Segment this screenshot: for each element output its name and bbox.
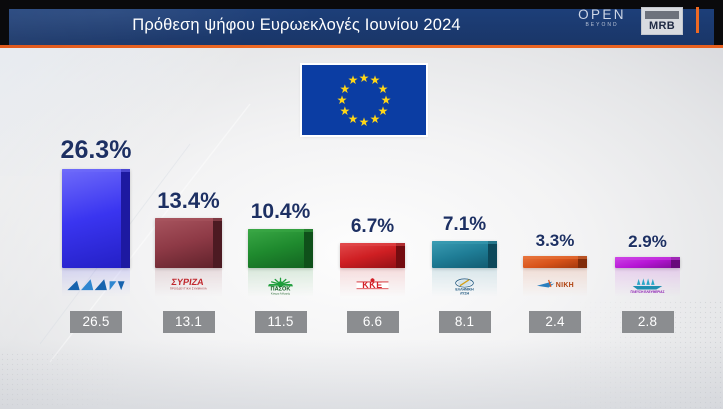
previous-value-box-pasok: 11.5 bbox=[254, 311, 307, 333]
top-letterbox-bar bbox=[0, 0, 723, 9]
svg-text:ΣΥΡΙΖΑ: ΣΥΡΙΖΑ bbox=[171, 277, 205, 287]
bar-side-face-elliniki-lysi bbox=[488, 241, 497, 268]
syriza-logo: ΣΥΡΙΖΑ ΠΡΟΟΔΕΥΤΙΚΗ ΣΥΜΜΑΧΙΑ bbox=[155, 271, 222, 305]
eu-flag-star: ★ bbox=[336, 92, 348, 107]
bar-elliniki-lysi[interactable] bbox=[432, 241, 497, 268]
svg-text:Κίνημα Αλλαγής: Κίνημα Αλλαγής bbox=[271, 291, 291, 295]
header-gloss bbox=[9, 9, 714, 45]
header-bar: Πρόθεση ψήφου Ευρωεκλογές Ιουνίου 2024 bbox=[9, 9, 714, 45]
elliniki-lysi-logo: ΕΛΛΗΝΙΚΗ ΛΥΣΗ bbox=[432, 271, 497, 305]
previous-value-box-kke: 6.6 bbox=[346, 311, 399, 333]
bar-top-face-niki bbox=[523, 256, 587, 259]
mrb-logo-bar bbox=[645, 11, 679, 19]
bar-percentage-label-pasok: 10.4% bbox=[250, 200, 311, 223]
bar-pasok[interactable] bbox=[248, 229, 313, 268]
bar-side-face-syriza bbox=[213, 218, 222, 268]
mrb-logo-text: MRB bbox=[649, 20, 675, 32]
svg-text:ΚΚΕ: ΚΚΕ bbox=[362, 280, 382, 290]
bar-top-face-syriza bbox=[155, 218, 222, 221]
bar-group-nd[interactable]: 26.3% 26.5 bbox=[60, 48, 132, 409]
bar-percentage-label-elliniki-lysi: 7.1% bbox=[442, 214, 487, 235]
eu-flag-star: ★ bbox=[339, 81, 351, 96]
bar-plefsi-eleftherias[interactable] bbox=[615, 257, 680, 268]
bar-side-face-nd bbox=[121, 169, 130, 268]
svg-text:ΠΡΟΟΔΕΥΤΙΚΗ ΣΥΜΜΑΧΙΑ: ΠΡΟΟΔΕΥΤΙΚΗ ΣΥΜΜΑΧΙΑ bbox=[170, 287, 207, 290]
bar-percentage-label-nd: 26.3% bbox=[60, 136, 132, 164]
bar-top-face-elliniki-lysi bbox=[432, 241, 497, 244]
bar-chart: 26.3% 26.5 13.4% ΣΥΡΙΖΑ ΠΡΟΟΔΕΥΤΙΚΗ ΣΥΜΜΑ… bbox=[0, 48, 723, 409]
bar-percentage-label-syriza: 13.4% bbox=[157, 188, 220, 213]
eu-flag-star: ★ bbox=[347, 73, 359, 88]
bar-group-elliniki-lysi[interactable]: 7.1% ΕΛΛΗΝΙΚΗ ΛΥΣΗ 8.1 bbox=[432, 48, 497, 409]
bar-percentage-label-plefsi-eleftherias: 2.9% bbox=[628, 232, 667, 251]
bar-top-face-nd bbox=[62, 169, 130, 172]
kke-logo: ΚΚΕ bbox=[340, 271, 405, 305]
eu-flag-star: ★ bbox=[347, 111, 359, 126]
previous-value-box-nd: 26.5 bbox=[70, 311, 122, 333]
bar-group-kke[interactable]: 6.7% ΚΚΕ 6.6 bbox=[340, 48, 405, 409]
plefsi-eleftherias-logo: ΠΛΕΥΣΗ ΕΛΕΥΘΕΡΙΑΣ bbox=[615, 271, 680, 305]
eu-flag-star: ★ bbox=[380, 92, 392, 107]
bar-side-face-pasok bbox=[304, 229, 313, 268]
header-right-letterbox bbox=[714, 9, 723, 45]
eu-flag-star: ★ bbox=[377, 81, 389, 96]
eu-flag-star: ★ bbox=[358, 114, 370, 129]
bar-percentage-label-kke: 6.7% bbox=[350, 216, 395, 237]
previous-value-box-niki: 2.4 bbox=[529, 311, 581, 333]
svg-text:ΝΙΚΗ: ΝΙΚΗ bbox=[556, 282, 574, 289]
svg-text:ΛΥΣΗ: ΛΥΣΗ bbox=[460, 291, 470, 295]
bar-top-face-pasok bbox=[248, 229, 313, 232]
bar-reflection-niki bbox=[523, 268, 587, 302]
eu-flag-star: ★ bbox=[339, 103, 351, 118]
eu-flag-star: ★ bbox=[369, 111, 381, 126]
bar-group-syriza[interactable]: 13.4% ΣΥΡΙΖΑ ΠΡΟΟΔΕΥΤΙΚΗ ΣΥΜΜΑΧΙΑ 13.1 bbox=[155, 48, 222, 409]
pasok-logo: ΠΑΣΟΚ Κίνημα Αλλαγής bbox=[248, 271, 313, 305]
open-logo-wordmark: OPEN bbox=[578, 7, 626, 22]
bar-kke[interactable] bbox=[340, 243, 405, 268]
bar-group-pasok[interactable]: 10.4% ΠΑΣΟΚ Κίνημα Αλλαγής 11.5 bbox=[248, 48, 313, 409]
bar-side-face-plefsi-eleftherias bbox=[671, 257, 680, 268]
bar-percentage-label-niki: 3.3% bbox=[535, 231, 575, 250]
eu-flag-star: ★ bbox=[369, 73, 381, 88]
previous-value-box-plefsi-eleftherias: 2.8 bbox=[621, 311, 674, 333]
bar-side-face-kke bbox=[396, 243, 405, 268]
mrb-logo: MRB bbox=[641, 7, 683, 35]
header-orange-rule bbox=[0, 45, 723, 48]
nea-dimokratia-logo bbox=[62, 271, 130, 305]
open-logo-tagline: BEYOND bbox=[585, 22, 619, 28]
niki-logo: ΝΙΚΗ bbox=[523, 271, 587, 305]
bar-nd[interactable] bbox=[62, 169, 130, 268]
bar-reflection-plefsi-eleftherias bbox=[615, 268, 680, 302]
svg-text:ΠΛΕΥΣΗ ΕΛΕΥΘΕΡΙΑΣ: ΠΛΕΥΣΗ ΕΛΕΥΘΕΡΙΑΣ bbox=[631, 290, 665, 294]
header-accent-slash bbox=[696, 7, 699, 33]
bar-top-face-kke bbox=[340, 243, 405, 246]
svg-text:ΠΑΣΟΚ: ΠΑΣΟΚ bbox=[271, 287, 291, 293]
previous-value-box-elliniki-lysi: 8.1 bbox=[438, 311, 491, 333]
eu-flag-star: ★ bbox=[377, 103, 389, 118]
bar-reflection-syriza bbox=[155, 268, 222, 302]
bar-group-plefsi-eleftherias[interactable]: 2.9% ΠΛΕΥΣΗ ΕΛΕΥΘΕΡΙΑΣ 2.8 bbox=[615, 48, 680, 409]
previous-value-box-syriza: 13.1 bbox=[162, 311, 215, 333]
page-title: Πρόθεση ψήφου Ευρωεκλογές Ιουνίου 2024 bbox=[132, 16, 461, 34]
bar-group-niki[interactable]: 3.3% ΝΙΚΗ 2.4 bbox=[523, 48, 587, 409]
european-union-flag-icon: ★ ★ ★ ★ ★ ★ ★ ★ ★ ★ ★ ★ bbox=[302, 65, 426, 135]
bar-syriza[interactable] bbox=[155, 218, 222, 268]
bar-top-face-plefsi-eleftherias bbox=[615, 257, 680, 260]
open-beyond-logo: OPEN BEYOND bbox=[569, 8, 635, 32]
header-left-letterbox bbox=[0, 9, 9, 45]
eu-flag-star: ★ bbox=[358, 70, 370, 85]
bar-side-face-niki bbox=[578, 256, 587, 268]
svg-text:ΕΛΛΗΝΙΚΗ: ΕΛΛΗΝΙΚΗ bbox=[455, 288, 474, 292]
bar-niki[interactable] bbox=[523, 256, 587, 268]
